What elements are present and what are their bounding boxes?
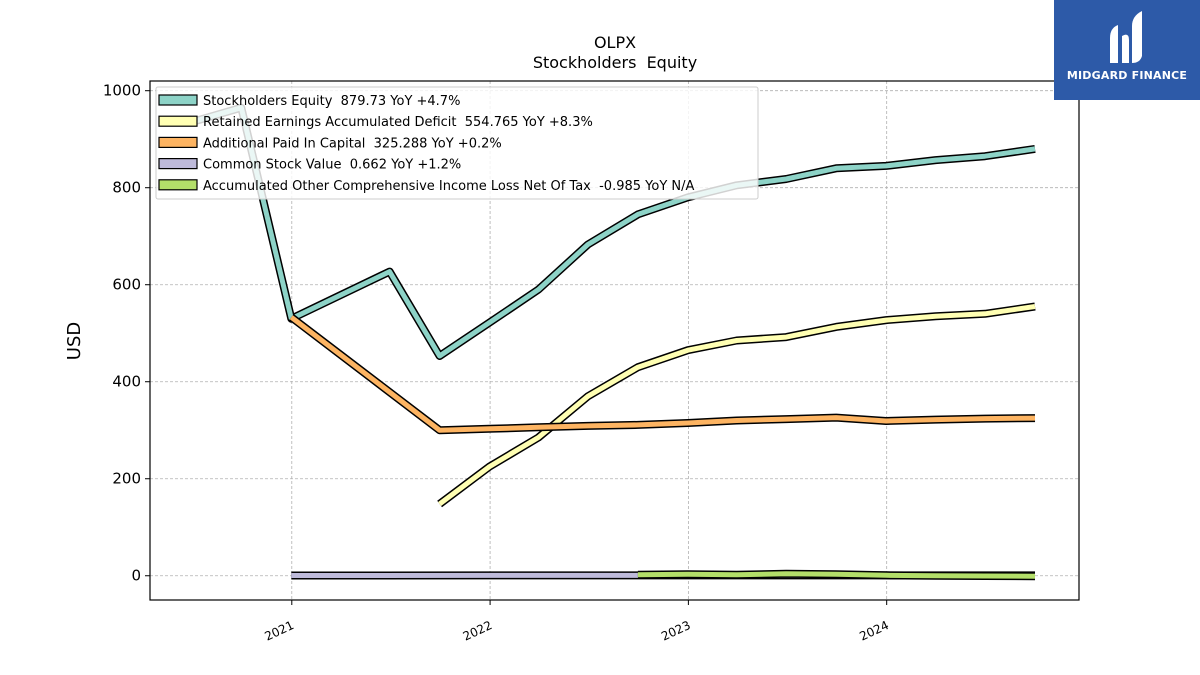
series-line <box>190 105 1036 359</box>
y-tick-label: 400 <box>112 373 141 391</box>
series-5 <box>637 569 1036 581</box>
legend-label: Common Stock Value 0.662 YoY +1.2% <box>203 158 461 173</box>
series-line-outline <box>437 302 1036 508</box>
x-tick-label: 2022 <box>461 618 495 644</box>
series-line <box>438 304 1036 507</box>
legend-label: Stockholders Equity 879.73 YoY +4.7% <box>203 94 460 109</box>
series-line <box>289 315 1036 433</box>
legend-swatch <box>158 158 198 170</box>
legend-swatch <box>158 179 198 191</box>
y-tick-label: 800 <box>112 179 141 197</box>
legend-swatch <box>158 115 198 127</box>
series-2 <box>437 302 1036 508</box>
series-3 <box>288 314 1036 435</box>
chart-subtitle: Stockholders Equity <box>533 53 697 72</box>
x-tick-label: 2024 <box>857 618 891 644</box>
brand-name: MIDGARD FINANCE <box>1066 69 1188 82</box>
legend-box <box>155 86 759 200</box>
y-tick-label: 0 <box>131 567 141 585</box>
legend-label: Additional Paid In Capital 325.288 YoY +… <box>203 136 502 151</box>
series-lines <box>190 103 1036 581</box>
series-line <box>637 571 1036 579</box>
y-tick-label: 1000 <box>103 82 141 100</box>
legend: Stockholders Equity 879.73 YoY +4.7% Reta… <box>155 86 759 200</box>
y-tick-label: 200 <box>112 470 141 488</box>
series-line-outline <box>288 314 1036 435</box>
y-tick-label: 600 <box>112 276 141 294</box>
brand-mark-icon <box>1110 11 1142 63</box>
plot-area-frame <box>149 80 1080 601</box>
chart-title: OLPX <box>594 33 636 52</box>
brand-logo: MIDGARD FINANCE <box>1054 0 1200 100</box>
legend-swatch <box>158 136 198 148</box>
x-tick-label: 2021 <box>262 618 296 644</box>
x-tick-label: 2023 <box>659 618 693 644</box>
legend-label: Accumulated Other Comprehensive Income L… <box>203 179 694 194</box>
legend-swatch <box>158 94 198 106</box>
series-1 <box>190 103 1036 360</box>
y-axis-label: USD <box>64 322 85 360</box>
legend-label: Retained Earnings Accumulated Deficit 55… <box>203 115 593 130</box>
